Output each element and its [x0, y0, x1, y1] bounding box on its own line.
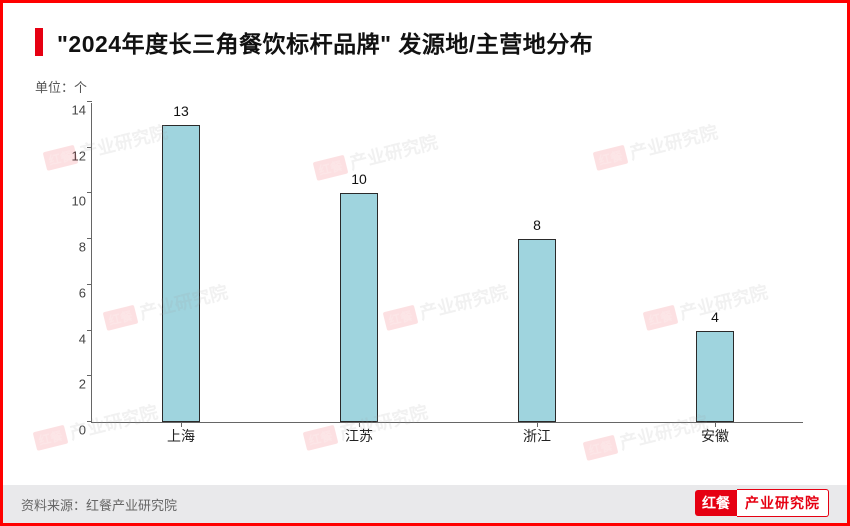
bar [162, 125, 200, 422]
chart-frame: "2024年度长三角餐饮标杆品牌" 发源地/主营地分布 单位：个 0 2 4 6 8 10… [0, 0, 850, 526]
y-tick-mark [87, 330, 92, 331]
chart-title: "2024年度长三角餐饮标杆品牌" 发源地/主营地分布 [57, 25, 593, 59]
x-tick-mark [537, 422, 538, 427]
x-tick-mark [715, 422, 716, 427]
x-tick-mark [359, 422, 360, 427]
plot-region: 0246810121413上海10江苏8浙江4安徽 [91, 103, 803, 423]
x-category-label: 浙江 [523, 426, 551, 446]
y-tick-mark [87, 147, 92, 148]
brand-tail: 产业研究院 [737, 489, 829, 517]
y-tick-label: 6 [58, 285, 86, 300]
bar [340, 193, 378, 422]
source-strip: 资料来源：红餐产业研究院 红餐 产业研究院 [3, 485, 847, 523]
y-tick-mark [87, 238, 92, 239]
x-category-label: 安徽 [701, 426, 729, 446]
y-tick-mark [87, 192, 92, 193]
x-tick-mark [181, 422, 182, 427]
bar-value-label: 10 [351, 171, 367, 187]
y-tick-mark [87, 284, 92, 285]
source-prefix: 资料来源： [21, 498, 86, 513]
title-bar: "2024年度长三角餐饮标杆品牌" 发源地/主营地分布 [35, 25, 593, 59]
y-tick-label: 12 [58, 148, 86, 163]
y-tick-label: 4 [58, 331, 86, 346]
y-tick-mark [87, 101, 92, 102]
bar-value-label: 4 [711, 309, 719, 325]
y-tick-label: 2 [58, 377, 86, 392]
title-accent [35, 28, 43, 56]
y-tick-label: 0 [58, 423, 86, 438]
brand-logo: 红餐 产业研究院 [695, 489, 829, 517]
y-tick-label: 8 [58, 240, 86, 255]
y-tick-mark [87, 375, 92, 376]
bar [518, 239, 556, 422]
bar-value-label: 8 [533, 217, 541, 233]
bar [696, 331, 734, 422]
brand-badge: 红餐 [695, 490, 737, 516]
y-tick-mark [87, 421, 92, 422]
unit-label: 单位：个 [35, 77, 87, 96]
chart-area: 0 2 4 6 8 10 12 14 13 上海 10 江苏 8 浙江 4 安徽 [61, 95, 811, 455]
source-name: 红餐产业研究院 [86, 498, 177, 513]
x-category-label: 江苏 [345, 426, 373, 446]
y-tick-label: 10 [58, 194, 86, 209]
bar-value-label: 13 [173, 103, 189, 119]
x-category-label: 上海 [167, 426, 195, 446]
source-text: 资料来源：红餐产业研究院 [21, 495, 177, 514]
y-tick-label: 14 [58, 103, 86, 118]
